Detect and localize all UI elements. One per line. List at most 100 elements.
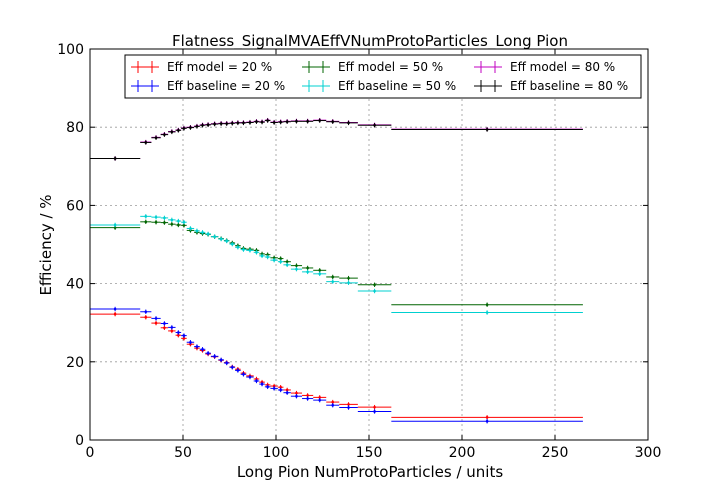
data-point	[144, 141, 148, 144]
data-point	[373, 410, 376, 413]
data-point	[347, 406, 350, 409]
legend: Eff model = 20 % Eff baseline = 20 % Eff m…	[124, 54, 642, 99]
data-point	[318, 272, 322, 276]
data-point	[318, 269, 322, 272]
data-point	[195, 229, 199, 233]
legend-entry: Eff model = 50 %	[302, 60, 443, 74]
data-point	[272, 256, 276, 260]
data-point	[266, 253, 269, 256]
data-point	[113, 226, 117, 229]
data-point	[113, 307, 117, 311]
data-point	[295, 267, 298, 271]
data-point	[306, 397, 309, 400]
data-point	[163, 221, 166, 224]
data-point	[236, 245, 240, 249]
data-point	[177, 129, 180, 132]
chart-title: Flatness_SignalMVAEffVNumProtoParticles_…	[172, 32, 568, 51]
data-point	[279, 120, 282, 124]
data-point	[163, 133, 166, 136]
data-point	[195, 345, 199, 348]
data-point	[285, 388, 289, 392]
axis-ticks: 0 50 100 150 200 250 300 0 20 40 60 80 100	[57, 42, 661, 461]
data-point	[154, 136, 158, 140]
data-point	[201, 347, 204, 351]
data-point	[242, 248, 245, 251]
legend-entry: Eff baseline = 50 %	[302, 79, 456, 93]
legend-label: Eff baseline = 80 %	[510, 79, 628, 93]
data-point	[347, 403, 350, 406]
data-point	[144, 215, 148, 218]
data-point	[260, 254, 264, 258]
data-point	[182, 224, 186, 227]
x-tick-label: 100	[263, 445, 290, 461]
data-point	[206, 351, 210, 355]
data-point	[255, 120, 258, 124]
data-point	[177, 219, 180, 223]
data-point	[255, 251, 258, 254]
data-point	[285, 391, 289, 394]
legend-label: Eff model = 50 %	[338, 60, 443, 74]
y-tick-label: 20	[66, 355, 84, 371]
data-point	[248, 121, 252, 124]
data-point	[154, 215, 158, 219]
data-point	[213, 355, 216, 358]
data-point	[154, 220, 158, 224]
data-point	[206, 123, 210, 127]
data-point	[347, 121, 350, 125]
data-point	[219, 358, 223, 362]
data-point	[189, 340, 192, 344]
data-point	[154, 317, 158, 320]
data-point	[177, 333, 180, 337]
data-point	[331, 280, 335, 283]
data-point	[182, 337, 186, 340]
y-axis-label: Efficiency / %	[37, 194, 55, 295]
data-point	[236, 121, 240, 125]
x-tick-label: 250	[542, 445, 569, 461]
data-point	[306, 266, 309, 270]
data-point	[306, 270, 309, 274]
data-point	[255, 379, 258, 383]
data-point	[225, 361, 229, 365]
legend-box	[124, 54, 642, 99]
legend-entry: Eff model = 20 %	[131, 60, 272, 74]
series-eff-baseline-50-	[90, 214, 583, 315]
legend-entry: Eff baseline = 20 %	[131, 79, 285, 93]
data-point	[170, 222, 174, 226]
data-point	[182, 220, 186, 224]
data-point	[189, 227, 192, 230]
data-point	[144, 315, 148, 319]
data-point	[331, 120, 335, 124]
data-point	[242, 373, 245, 376]
data-point	[485, 419, 489, 423]
data-point	[230, 365, 234, 369]
x-tick-label: 50	[174, 445, 192, 461]
legend-label: Eff baseline = 20 %	[167, 79, 285, 93]
data-point	[318, 119, 322, 122]
data-point	[219, 237, 223, 241]
data-point	[163, 326, 166, 330]
data-point	[266, 255, 269, 259]
data-point	[206, 232, 210, 236]
data-point	[306, 120, 309, 123]
data-point	[201, 123, 204, 127]
y-tick-label: 60	[66, 198, 84, 214]
data-point	[279, 257, 282, 260]
y-tick-label: 80	[66, 120, 84, 136]
data-point	[295, 120, 298, 123]
data-point	[230, 242, 234, 246]
data-point	[213, 235, 216, 238]
data-point	[373, 123, 376, 127]
data-point	[285, 263, 289, 267]
data-point	[248, 249, 252, 252]
data-point	[295, 394, 298, 398]
legend-entry: Eff model = 80 %	[474, 60, 615, 74]
data-point	[295, 391, 298, 395]
data-point	[170, 329, 174, 333]
data-point	[331, 275, 335, 279]
data-point	[177, 223, 180, 227]
data-point	[331, 403, 335, 407]
data-point	[113, 312, 117, 316]
data-point	[213, 122, 216, 126]
data-point	[272, 387, 276, 390]
